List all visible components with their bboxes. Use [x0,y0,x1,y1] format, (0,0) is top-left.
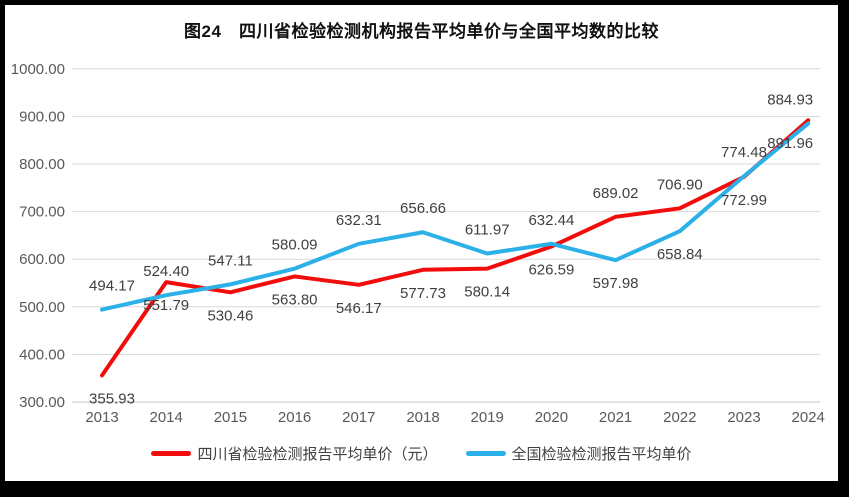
y-tick-label: 400.00 [19,346,65,363]
data-label-series-1: 632.31 [336,212,382,229]
y-tick-label: 600.00 [19,251,65,268]
y-tick-label: 900.00 [19,108,65,125]
x-tick-label: 2023 [727,409,760,426]
data-label-series-1: 774.48 [721,144,767,161]
data-label-series-1: 494.17 [89,278,135,295]
line-chart: 300.00 400.00 500.00 600.00 700.00 800.00 900.… [11,61,825,426]
data-label-series-0: 580.14 [464,284,510,301]
x-tick-label: 2013 [85,409,118,426]
legend-line-red-icon [151,451,192,456]
y-tick-label: 700.00 [19,204,65,221]
data-label-series-0: 577.73 [400,285,446,302]
data-label-series-1: 597.98 [593,275,639,292]
data-label-series-0: 891.96 [767,135,813,152]
data-label-series-0: 530.46 [207,307,253,324]
data-label-series-1: 884.93 [767,92,813,109]
data-label-series-0: 689.02 [593,185,639,202]
series-line-0 [100,118,811,378]
y-tick-label: 300.00 [19,394,65,411]
y-tick-label: 1000.00 [11,61,65,78]
legend-item-sichuan: 四川省检验检测报告平均单价（元） [151,443,438,464]
x-tick-label: 2020 [535,409,568,426]
x-tick-label: 2017 [342,409,375,426]
legend-label-sichuan: 四川省检验检测报告平均单价（元） [197,446,438,463]
data-label-series-1: 658.84 [657,246,703,263]
chart-canvas: 图24 四川省检验检测机构报告平均单价与全国平均数的比较 300.00 400.0… [5,5,838,481]
data-label-series-0: 546.17 [336,300,382,317]
x-tick-label: 2018 [406,409,439,426]
legend-item-national: 全国检验检测报告平均单价 [465,443,692,464]
data-label-series-0: 551.79 [143,297,189,314]
y-tick-label: 800.00 [19,156,65,173]
x-tick-label: 2019 [471,409,504,426]
data-label-series-1: 632.44 [528,212,574,229]
data-label-series-0: 355.93 [89,390,135,407]
data-label-series-0: 772.99 [721,192,767,209]
legend-line-blue-icon [465,451,506,456]
data-label-series-0: 706.90 [657,176,703,193]
data-label-series-1: 524.40 [143,263,189,280]
chart-title: 图24 四川省检验检测机构报告平均单价与全国平均数的比较 [184,22,659,41]
x-tick-label: 2016 [278,409,311,426]
x-tick-label: 2015 [214,409,247,426]
x-tick-label: 2024 [792,409,825,426]
series-line-1 [100,121,811,312]
data-label-series-0: 563.80 [272,291,318,308]
chart-legend: 四川省检验检测报告平均单价（元） 全国检验检测报告平均单价 [5,443,838,464]
legend-label-national: 全国检验检测报告平均单价 [511,446,692,463]
x-tick-label: 2022 [663,409,696,426]
data-label-series-1: 547.11 [208,252,253,269]
y-tick-label: 500.00 [19,299,65,316]
x-tick-label: 2021 [599,409,632,426]
data-label-series-1: 580.09 [272,237,318,254]
x-tick-label: 2014 [150,409,183,426]
data-label-series-0: 626.59 [528,262,574,279]
data-label-series-1: 611.97 [465,222,510,239]
data-label-series-1: 656.66 [400,200,446,217]
